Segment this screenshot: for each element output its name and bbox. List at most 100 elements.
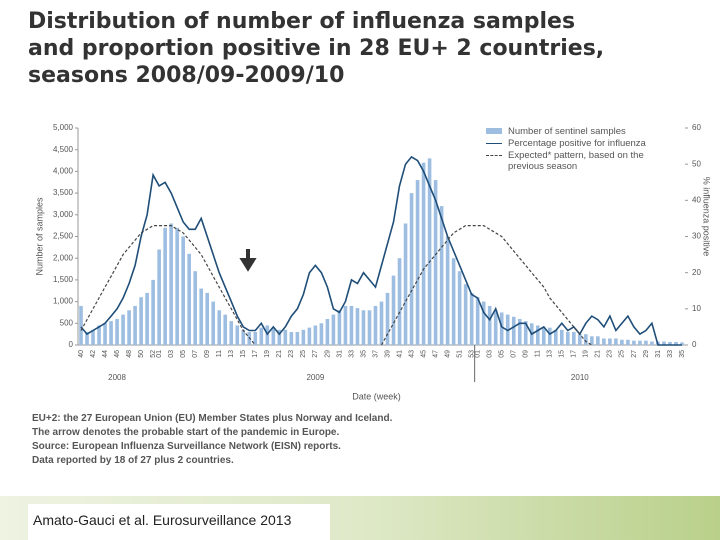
x-tick-label: 01 (475, 350, 482, 358)
bar (433, 180, 438, 345)
bar (301, 329, 306, 345)
x-tick-label: 09 (204, 350, 211, 358)
bar (103, 323, 107, 345)
footnotes: EU+2: the 27 European Union (EU) Member … (32, 412, 392, 468)
positivity-line (80, 155, 682, 346)
x-axis-title: Date (week) (352, 391, 401, 401)
x-tick-label: 23 (607, 350, 614, 358)
bar (361, 310, 366, 345)
bar (475, 297, 480, 345)
bar (289, 331, 294, 345)
x-tick-label: 01 (156, 350, 163, 358)
x-tick-label: 11 (535, 350, 542, 357)
bar (355, 308, 360, 345)
bar (187, 253, 191, 345)
x-tick-label: 21 (595, 350, 602, 358)
x-tick-label: 19 (264, 350, 271, 358)
bar (295, 331, 300, 345)
bar (397, 258, 402, 345)
bar (145, 292, 149, 345)
bar (379, 301, 384, 345)
year-label: 2010 (571, 373, 589, 382)
title-line: Distribution of number of influenza samp… (28, 9, 576, 34)
bar (614, 338, 618, 345)
bar (553, 329, 558, 345)
bar (523, 321, 528, 345)
legend-label: Number of sentinel samples (508, 126, 626, 137)
bar (121, 314, 125, 345)
y2-tick-label: 30 (692, 232, 701, 241)
bar (493, 310, 498, 345)
bar (409, 193, 414, 345)
bar (133, 305, 137, 345)
x-tick-label: 05 (499, 350, 506, 358)
year-label: 2008 (108, 373, 126, 382)
bar (578, 334, 582, 345)
y-axis-title: Number of samples (34, 197, 44, 276)
x-tick-label: 29 (324, 350, 331, 358)
x-tick-label: 42 (90, 350, 97, 358)
bar (511, 316, 516, 345)
x-tick-label: 45 (420, 350, 427, 358)
x-tick-label: 35 (360, 350, 367, 358)
slide-title: Distribution of number of influenza samp… (28, 8, 708, 89)
bar (632, 340, 636, 345)
bar (79, 305, 83, 345)
note: EU+2: the 27 European Union (EU) Member … (32, 413, 393, 424)
bar (199, 288, 204, 345)
legend-swatch (486, 143, 502, 144)
bar (85, 331, 89, 345)
x-tick-label: 17 (252, 350, 259, 358)
x-tick-label: 11 (216, 350, 223, 357)
bar (463, 284, 468, 345)
title-line: and proportion positive in 28 EU+ 2 coun… (28, 36, 605, 61)
bar (427, 158, 432, 345)
bar (584, 334, 588, 345)
x-tick-label: 25 (619, 350, 626, 358)
bar (391, 275, 396, 345)
x-tick-label: 23 (288, 350, 295, 358)
bar (439, 206, 444, 345)
bar (590, 336, 594, 345)
bar (217, 310, 222, 345)
bar (151, 279, 155, 345)
x-tick-label: 37 (372, 350, 379, 358)
bar (451, 258, 456, 345)
bar (223, 314, 228, 345)
bar (559, 329, 564, 345)
bar (109, 321, 113, 345)
legend-item: Number of sentinel samples (486, 126, 671, 137)
x-tick-label: 31 (655, 350, 662, 358)
bar (205, 292, 210, 345)
bar (572, 331, 576, 345)
x-tick-label: 41 (396, 350, 403, 358)
bar (662, 341, 666, 345)
x-tick-label: 52 (150, 350, 157, 358)
bar (91, 329, 95, 345)
pandemic-arrow (239, 249, 257, 272)
bar (277, 329, 282, 345)
x-tick-label: 13 (228, 350, 235, 358)
x-tick-label: 31 (336, 350, 343, 358)
x-tick-label: 49 (444, 350, 451, 358)
bar (674, 341, 678, 345)
x-tick-label: 46 (114, 350, 121, 358)
bar (349, 305, 354, 345)
y2-tick-label: 50 (692, 159, 701, 168)
y2-tick-label: 40 (692, 195, 701, 204)
bar (181, 236, 185, 345)
bar (566, 331, 570, 345)
title-line: seasons 2008/09-2009/10 (28, 63, 345, 88)
bar (680, 342, 684, 345)
note: Source: European Influenza Surveillance … (32, 441, 341, 452)
bar (608, 338, 612, 345)
x-tick-label: 05 (180, 350, 187, 358)
x-tick-label: 53 (468, 350, 475, 358)
x-tick-label: 15 (240, 350, 247, 358)
y2-tick-label: 20 (692, 268, 701, 277)
bar (307, 327, 312, 345)
x-tick-label: 43 (408, 350, 415, 358)
y2-tick-label: 60 (692, 123, 701, 132)
bar (499, 312, 504, 345)
bar (337, 310, 342, 345)
